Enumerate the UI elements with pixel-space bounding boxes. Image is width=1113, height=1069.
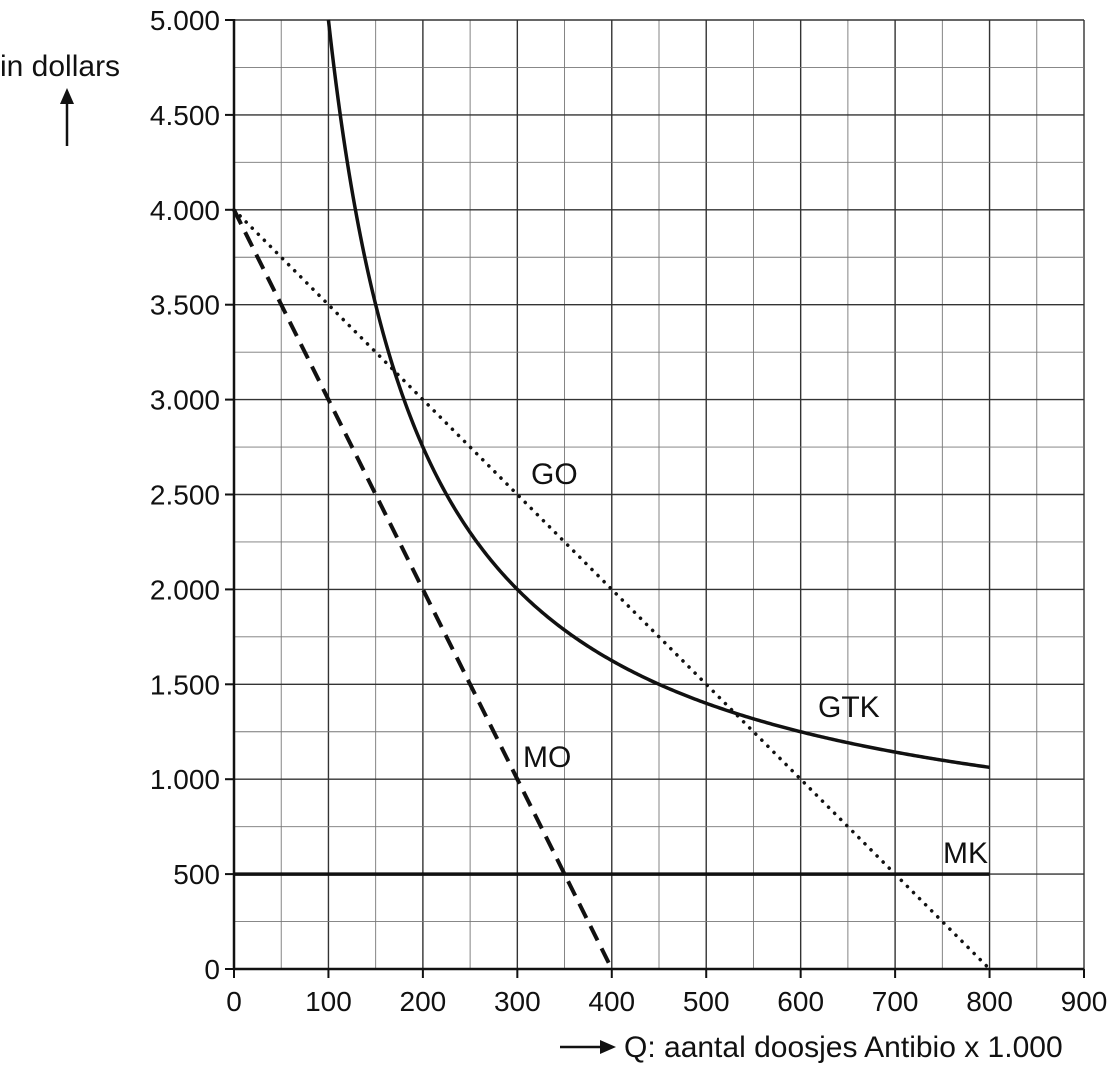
x-axis-arrow-icon xyxy=(560,1040,616,1054)
y-tick-label: 2.000 xyxy=(150,574,220,605)
x-tick-label: 100 xyxy=(305,986,352,1017)
x-tick-label: 800 xyxy=(966,986,1013,1017)
x-tick-label: 300 xyxy=(494,986,541,1017)
y-tick-label: 3.000 xyxy=(150,385,220,416)
tick-labels: 0 100 200 300 400 500 600 700 800 900 0 500 1.000 1.5… xyxy=(150,5,1107,1017)
axes xyxy=(225,19,1085,978)
x-axis-title: Q: aantal doosjes Antibio x 1.000 xyxy=(624,1031,1063,1064)
series-label-gtk: GTK xyxy=(818,691,880,724)
y-axis-title: in dollars xyxy=(0,50,120,83)
x-tick-label: 500 xyxy=(683,986,730,1017)
series-layer xyxy=(232,19,992,971)
y-tick-label: 4.000 xyxy=(150,195,220,226)
series-label-mk: MK xyxy=(943,837,988,870)
x-tick-label: 200 xyxy=(400,986,447,1017)
y-tick-label: 1.000 xyxy=(150,764,220,795)
y-tick-label: 0 xyxy=(204,954,220,985)
x-tick-label: 0 xyxy=(226,986,242,1017)
y-tick-label: 500 xyxy=(173,859,220,890)
y-tick-label: 2.500 xyxy=(150,480,220,511)
series-label-go: GO xyxy=(531,458,578,491)
series-label-mo: MO xyxy=(523,741,571,774)
y-tick-label: 4.500 xyxy=(150,100,220,131)
y-tick-label: 3.500 xyxy=(150,290,220,321)
x-tick-label: 900 xyxy=(1061,986,1108,1017)
series-line-gtk xyxy=(326,19,990,770)
y-axis-arrow-icon xyxy=(60,88,74,146)
x-tick-label: 400 xyxy=(588,986,635,1017)
x-tick-label: 700 xyxy=(872,986,919,1017)
grid xyxy=(234,19,1085,969)
y-tick-label: 5.000 xyxy=(150,5,220,36)
y-tick-label: 1.500 xyxy=(150,669,220,700)
x-tick-label: 600 xyxy=(777,986,824,1017)
series-line-mo xyxy=(232,208,614,970)
